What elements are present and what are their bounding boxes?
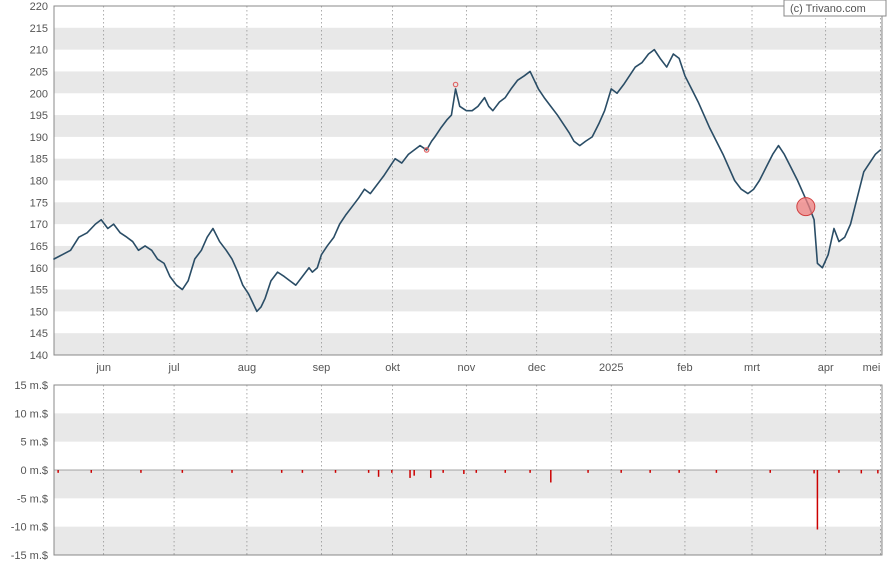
volume-bar [368, 470, 370, 473]
volume-bar [378, 470, 380, 477]
volume-bar [769, 470, 771, 473]
svg-text:220: 220 [30, 1, 48, 13]
svg-text:205: 205 [30, 66, 48, 78]
volume-bar [391, 470, 393, 473]
volume-bar [529, 470, 531, 473]
svg-text:215: 215 [30, 23, 48, 35]
svg-text:180: 180 [30, 176, 48, 188]
volume-bar [838, 470, 840, 473]
svg-text:150: 150 [30, 306, 48, 318]
svg-text:175: 175 [30, 197, 48, 209]
svg-text:2025: 2025 [599, 362, 623, 374]
svg-text:0 m.$: 0 m.$ [20, 465, 48, 477]
svg-text:apr: apr [818, 362, 834, 374]
svg-text:dec: dec [528, 362, 546, 374]
volume-bar [877, 470, 879, 473]
svg-text:sep: sep [313, 362, 331, 374]
svg-text:-5 m.$: -5 m.$ [17, 493, 48, 505]
volume-bar [442, 470, 444, 473]
svg-text:190: 190 [30, 132, 48, 144]
svg-text:170: 170 [30, 219, 48, 231]
svg-text:140: 140 [30, 350, 48, 362]
svg-text:feb: feb [677, 362, 692, 374]
volume-bar [140, 470, 142, 473]
svg-text:mrt: mrt [744, 362, 760, 374]
svg-text:155: 155 [30, 285, 48, 297]
volume-bar [861, 470, 863, 473]
svg-text:-15 m.$: -15 m.$ [11, 550, 48, 562]
svg-text:okt: okt [385, 362, 400, 374]
svg-text:160: 160 [30, 263, 48, 275]
volume-bar [476, 470, 478, 473]
volume-bar [550, 470, 552, 482]
svg-text:185: 185 [30, 154, 48, 166]
volume-bar [182, 470, 184, 473]
svg-text:165: 165 [30, 241, 48, 253]
highlight-circle [797, 198, 815, 216]
volume-bar [505, 470, 507, 473]
svg-text:5 m.$: 5 m.$ [20, 437, 48, 449]
volume-bar [409, 470, 411, 478]
svg-text:10 m.$: 10 m.$ [14, 408, 48, 420]
chart-container: 140 145 150 155 160 165 170 175 180 185 190 195 200 2… [0, 0, 888, 565]
svg-text:jun: jun [95, 362, 111, 374]
chart-svg: 140 145 150 155 160 165 170 175 180 185 190 195 200 2… [0, 0, 888, 565]
svg-text:195: 195 [30, 110, 48, 122]
svg-text:aug: aug [238, 362, 256, 374]
svg-text:210: 210 [30, 45, 48, 57]
volume-bar [817, 470, 819, 530]
attribution-text: (c) Trivano.com [790, 3, 866, 15]
volume-bar [413, 470, 415, 476]
volume-bar [91, 470, 93, 473]
svg-text:nov: nov [457, 362, 475, 374]
volume-bar [231, 470, 233, 473]
svg-text:15 m.$: 15 m.$ [14, 380, 48, 392]
volume-bar [430, 470, 432, 478]
volume-bar [620, 470, 622, 473]
svg-text:200: 200 [30, 88, 48, 100]
svg-text:-10 m.$: -10 m.$ [11, 522, 48, 534]
volume-bar [463, 470, 465, 474]
volume-bar [587, 470, 589, 473]
volume-bar [813, 470, 815, 473]
volume-bar [649, 470, 651, 473]
volume-bar [716, 470, 718, 473]
volume-bar [335, 470, 337, 473]
svg-text:145: 145 [30, 328, 48, 340]
svg-text:jul: jul [168, 362, 180, 374]
volume-bar [57, 470, 59, 473]
volume-bar [678, 470, 680, 473]
volume-bar [302, 470, 304, 473]
svg-text:mei: mei [863, 362, 881, 374]
volume-bar [281, 470, 283, 473]
